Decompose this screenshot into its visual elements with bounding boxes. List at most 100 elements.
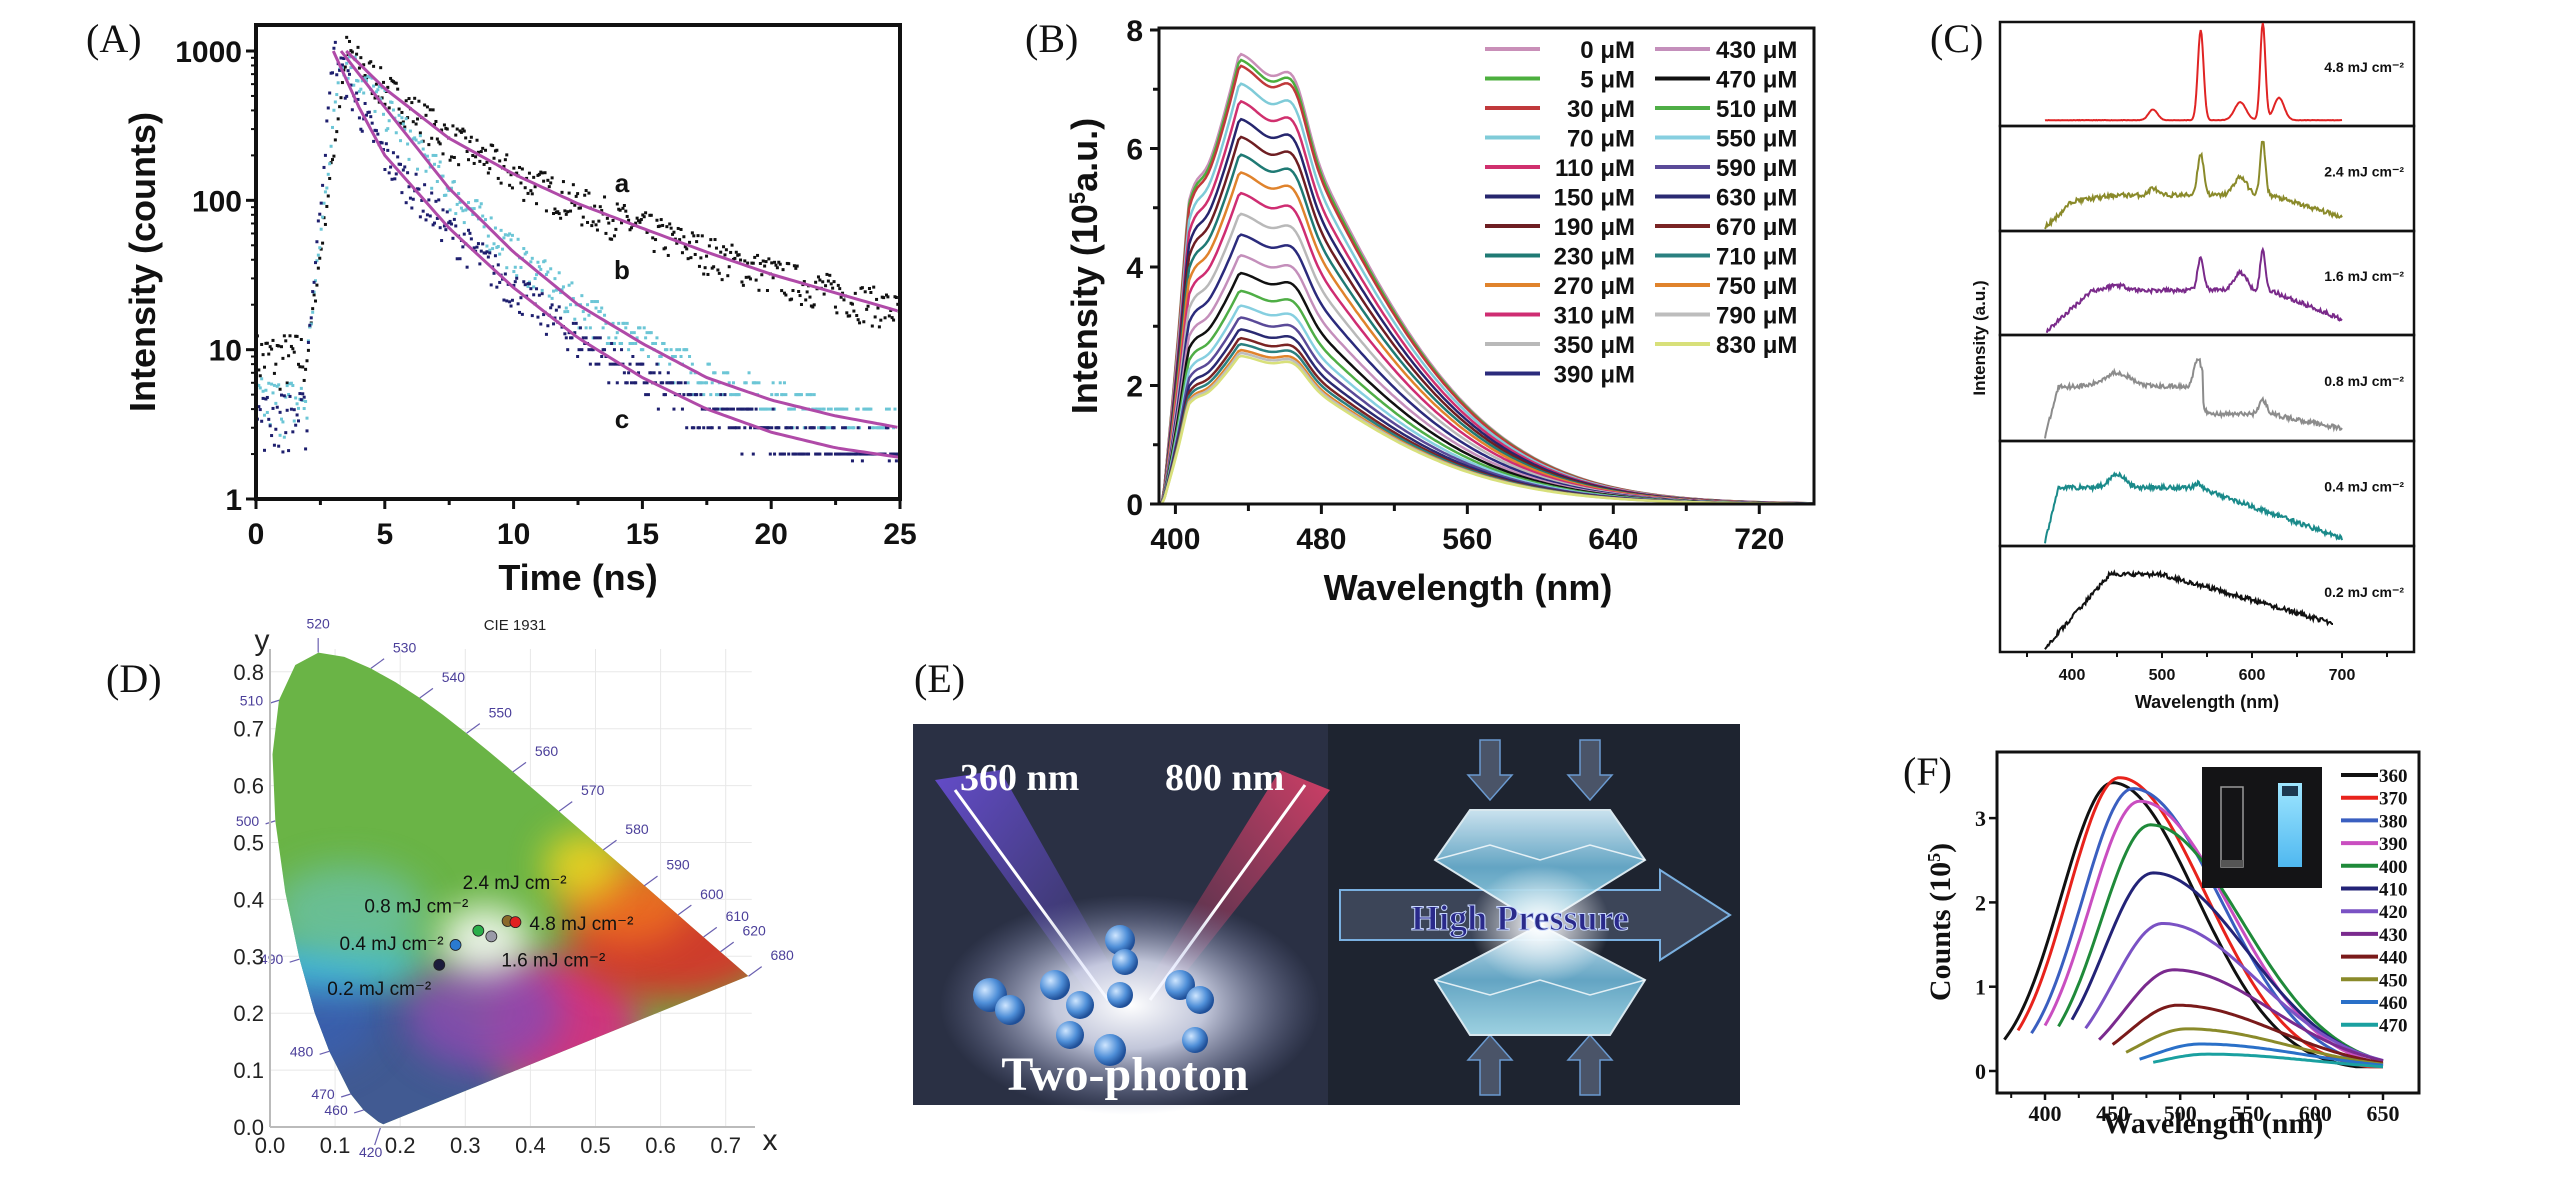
data-point-a xyxy=(690,231,694,235)
data-point-a xyxy=(706,272,710,276)
series-label: 4.8 mJ cm⁻² xyxy=(2324,59,2404,75)
data-point-b xyxy=(564,306,568,310)
spectrum-line xyxy=(2044,22,2343,122)
data-point-c xyxy=(550,303,554,307)
illustration-two-photon-high-pressure: 360 nm 800 nm Two-photon High Pressure xyxy=(913,724,1740,1115)
data-point-c xyxy=(646,393,650,397)
cie-point xyxy=(433,958,446,971)
data-point-b xyxy=(533,277,537,281)
data-point-c xyxy=(275,405,279,409)
data-point-b xyxy=(325,186,329,190)
data-point-c xyxy=(740,452,744,456)
data-point-b xyxy=(612,341,616,345)
data-point-c xyxy=(683,381,687,385)
data-point-a xyxy=(877,325,881,329)
data-point-c xyxy=(454,224,458,228)
data-point-b xyxy=(775,393,779,397)
legend-label: 430 xyxy=(2379,925,2408,946)
data-point-c xyxy=(887,459,891,463)
data-point-c xyxy=(438,226,442,230)
data-point-c xyxy=(383,167,387,171)
data-point-a xyxy=(414,122,418,126)
data-point-a xyxy=(594,223,598,227)
data-point-c xyxy=(297,419,301,423)
data-point-a xyxy=(357,66,361,70)
data-point-a xyxy=(374,82,378,86)
locus-tick xyxy=(703,926,718,938)
data-point-a xyxy=(621,206,625,210)
data-point-a xyxy=(707,244,711,248)
data-point-b xyxy=(271,391,275,395)
data-point-a xyxy=(873,315,877,319)
data-point-a xyxy=(729,250,733,254)
data-point-b xyxy=(790,407,794,411)
data-point-a xyxy=(799,302,803,306)
data-point-b xyxy=(581,310,585,314)
legend-label: 350 μM xyxy=(1554,332,1635,359)
data-point-b xyxy=(459,206,463,210)
data-point-c xyxy=(723,393,727,397)
data-point-c xyxy=(597,362,601,366)
locus-wavelength-label: 490 xyxy=(260,951,284,967)
data-point-b xyxy=(278,433,282,437)
panel-b-ylabel-sup: 5 xyxy=(1065,192,1090,204)
data-point-c xyxy=(629,381,633,385)
data-point-c xyxy=(389,165,393,169)
data-point-a xyxy=(481,146,485,150)
data-point-b xyxy=(710,381,714,385)
data-point-b xyxy=(845,407,849,411)
data-point-a xyxy=(612,234,616,238)
panel-d-xlabel: x xyxy=(763,1124,778,1157)
data-point-a xyxy=(719,250,723,254)
panel-d-title: CIE 1931 xyxy=(484,617,547,634)
data-point-b xyxy=(815,407,819,411)
data-point-a xyxy=(263,365,267,369)
data-point-a xyxy=(852,309,856,313)
data-point-a xyxy=(542,179,546,183)
data-point-a xyxy=(561,180,565,184)
data-point-b xyxy=(493,226,497,230)
data-point-c xyxy=(729,407,733,411)
data-point-b xyxy=(547,294,551,298)
data-point-a xyxy=(661,223,665,227)
data-point-a xyxy=(655,218,659,222)
data-point-a xyxy=(794,266,798,270)
y-tick-label: 1 xyxy=(1975,975,1986,1000)
data-point-c xyxy=(472,246,476,250)
data-point-c xyxy=(437,198,441,202)
data-point-b xyxy=(272,383,276,387)
data-point-c xyxy=(363,101,367,105)
data-point-a xyxy=(600,209,604,213)
data-point-c xyxy=(730,426,734,430)
data-point-c xyxy=(287,449,291,453)
data-point-c xyxy=(271,406,275,410)
data-point-a xyxy=(876,306,880,310)
panel-b-axes: 400 480 560 640 720 0 2 4 6 8 xyxy=(1126,15,1784,556)
data-point-a xyxy=(469,135,473,139)
data-point-b xyxy=(501,247,505,251)
y-tick-label: 10 xyxy=(209,335,242,368)
data-point-a xyxy=(584,189,588,193)
data-point-c xyxy=(268,424,272,428)
data-point-a xyxy=(722,245,726,249)
data-point-a xyxy=(705,254,709,258)
data-point-c xyxy=(258,408,262,412)
data-point-b xyxy=(482,225,486,229)
data-point-c xyxy=(387,171,391,175)
data-point-c xyxy=(503,272,507,276)
data-point-a xyxy=(850,302,854,306)
data-point-b xyxy=(754,381,758,385)
data-point-a xyxy=(282,334,286,338)
data-point-c xyxy=(702,426,706,430)
data-point-c xyxy=(442,224,446,228)
data-point-c xyxy=(620,348,624,352)
data-point-b xyxy=(329,144,333,148)
data-point-a xyxy=(795,264,799,268)
data-point-b xyxy=(448,208,452,212)
data-point-a xyxy=(547,185,551,189)
data-point-a xyxy=(867,286,871,290)
data-point-a xyxy=(336,117,340,121)
data-point-b xyxy=(869,407,873,411)
data-point-a xyxy=(287,354,291,358)
data-point-b xyxy=(418,134,422,138)
